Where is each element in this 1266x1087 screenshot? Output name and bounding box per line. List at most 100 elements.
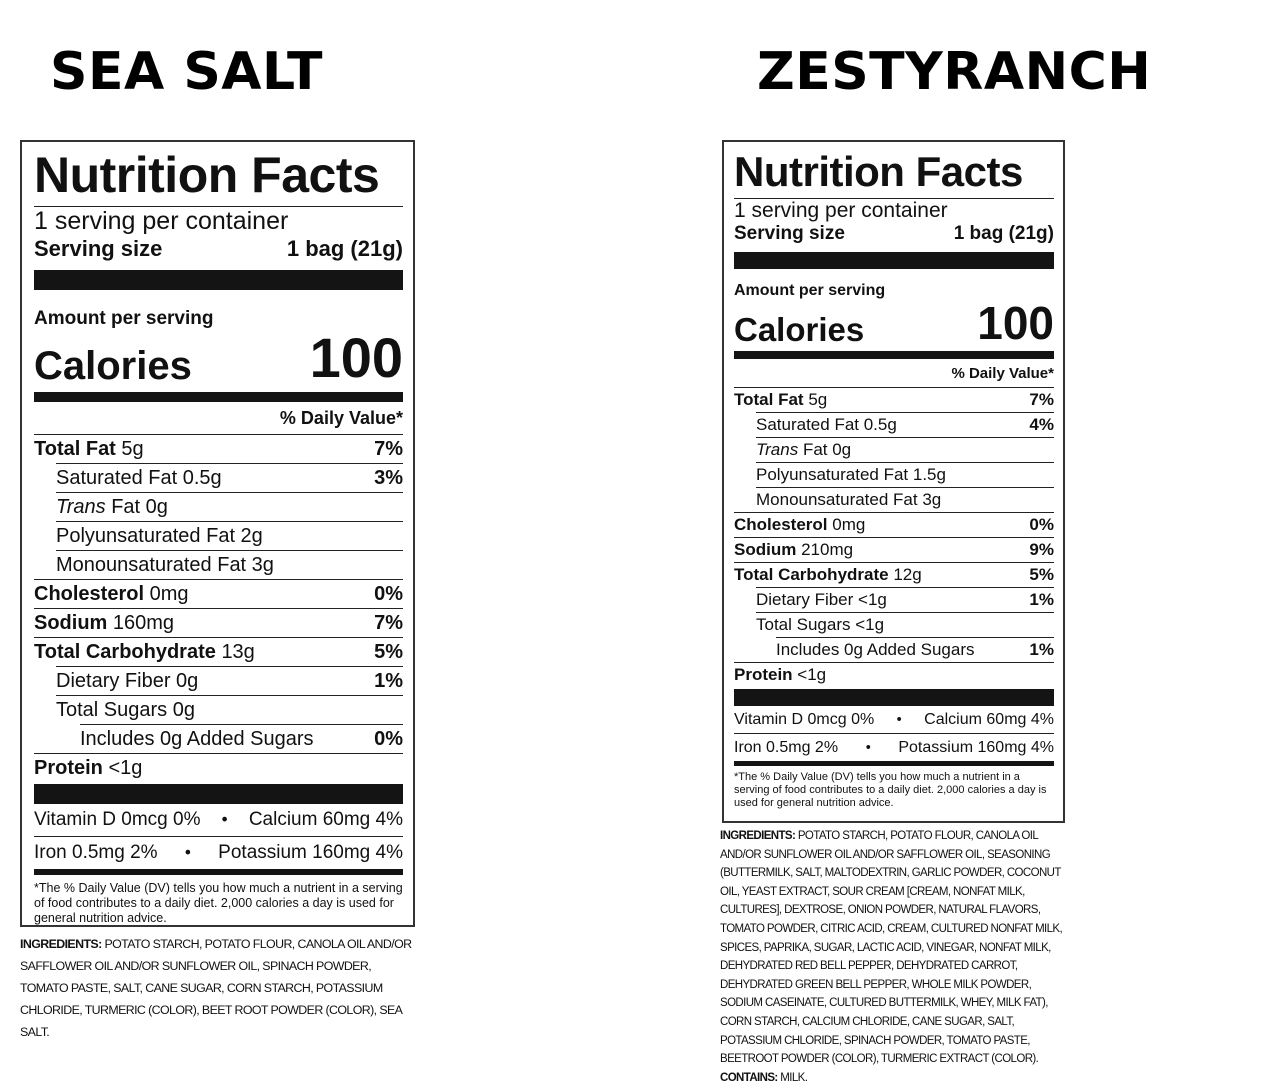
nutrient-name: Monounsaturated Fat 3g <box>756 490 942 509</box>
flavor-title-sea-salt: SEA SALT <box>50 42 324 102</box>
nutrient-row-monounsaturated-fat: Monounsaturated Fat 3g <box>734 488 1054 512</box>
serving-size-label: Serving size <box>34 236 163 261</box>
nutrient-name: Total Sugars 0g <box>56 698 195 721</box>
nutrient-amount: 5g <box>808 390 828 409</box>
nutrient-row-total-fat: Total Fat 5g 7% <box>34 435 403 463</box>
calories-row: Calories 100 <box>734 300 1054 346</box>
nutrient-name: Cholesterol <box>734 515 828 534</box>
nutrient-name: Total Carbohydrate <box>34 640 216 663</box>
nutrient-name: Dietary Fiber <1g <box>756 590 887 609</box>
nutrient-row-sodium: Sodium 160mg 7% <box>34 609 403 637</box>
amount-per-serving: Amount per serving <box>34 308 214 329</box>
daily-value-footnote: *The % Daily Value (DV) tells you how mu… <box>734 771 1047 809</box>
servings-per-container: 1 serving per container <box>734 199 948 222</box>
vitamin-row-1: Vitamin D 0mcg 0% • Calcium 60mg 4% <box>734 706 1054 733</box>
nutrient-name: Sodium <box>34 611 108 634</box>
ingredients-text: POTATO STARCH, POTATO FLOUR, CANOLA OIL … <box>20 937 412 1039</box>
divider-medium <box>34 869 403 875</box>
nutrient-row-dietary-fiber: Dietary Fiber <1g 1% <box>734 588 1054 612</box>
nutrient-dv: 5% <box>1029 565 1054 584</box>
nutrient-row-trans-fat: Trans Fat 0g <box>734 438 1054 462</box>
nutrient-row-cholesterol: Cholesterol 0mg 0% <box>734 513 1054 537</box>
nutrient-name: Polyunsaturated Fat 1.5g <box>756 465 946 484</box>
ingredients-text: POTATO STARCH, POTATO FLOUR, CANOLA OIL … <box>720 830 1063 1066</box>
nutrient-row-added-sugars: Includes 0g Added Sugars 1% <box>734 638 1054 662</box>
servings-per-container: 1 serving per container <box>34 207 289 235</box>
nutrient-dv: 7% <box>1029 390 1054 409</box>
nutrient-row-monounsaturated-fat: Monounsaturated Fat 3g <box>34 551 403 579</box>
vitamin-row-2: Iron 0.5mg 2% • Potassium 160mg 4% <box>734 734 1054 761</box>
nutrient-row-saturated-fat: Saturated Fat 0.5g 3% <box>34 464 403 492</box>
nutrient-dv: 1% <box>1029 640 1054 659</box>
nutrient-dv: 3% <box>374 466 403 489</box>
nutrient-amount: 13g <box>221 640 255 663</box>
iron: Iron 0.5mg 2% <box>34 842 158 863</box>
bullet-dot: • <box>184 843 191 862</box>
divider-medium <box>734 351 1054 359</box>
nutrient-name: Trans <box>56 495 106 518</box>
nutrient-name: Cholesterol <box>34 582 145 605</box>
nutrient-row-total-sugars: Total Sugars <1g <box>734 613 1054 637</box>
nutrient-amount: <1g <box>797 665 827 684</box>
nutrition-facts-title: Nutrition Facts <box>34 147 380 203</box>
nutrient-dv: 9% <box>1029 540 1054 559</box>
calcium: Calcium 60mg 4% <box>924 710 1054 728</box>
divider-thick <box>34 270 403 290</box>
vitamin-row-1: Vitamin D 0mcg 0% • Calcium 60mg 4% <box>34 804 403 836</box>
nutrient-name: Sodium <box>734 540 797 559</box>
nutrient-amount: 0mg <box>149 582 189 605</box>
nutrient-name: Total Carbohydrate <box>734 565 889 584</box>
nutrient-amount: 5g <box>121 437 144 460</box>
calcium: Calcium 60mg 4% <box>248 809 403 830</box>
bullet-dot: • <box>221 810 228 829</box>
nutrient-row-total-fat: Total Fat 5g 7% <box>734 388 1054 412</box>
daily-value-footnote: *The % Daily Value (DV) tells you how mu… <box>34 881 403 925</box>
nutrient-dv: 0% <box>1029 515 1054 534</box>
nutrient-row-cholesterol: Cholesterol 0mg 0% <box>34 580 403 608</box>
daily-value-header-text: % Daily Value* <box>279 407 403 428</box>
nutrient-name: Total Fat <box>734 390 804 409</box>
bullet-dot: • <box>865 739 871 756</box>
potassium: Potassium 160mg 4% <box>218 842 403 863</box>
vitamin-d: Vitamin D 0mcg 0% <box>734 710 875 728</box>
calories-row: Calories 100 <box>34 326 403 389</box>
nutrient-amount: Fat 0g <box>802 440 852 459</box>
nutrient-name: Protein <box>734 665 793 684</box>
serving-size-label: Serving size <box>734 223 845 244</box>
nutrient-amount: 160mg <box>112 611 175 634</box>
nutrient-row-polyunsaturated-fat: Polyunsaturated Fat 2g <box>34 522 403 550</box>
calories-label: Calories <box>34 344 192 388</box>
nutrient-amount: 0mg <box>832 515 866 534</box>
nutrient-amount: 210mg <box>801 540 854 559</box>
nutrient-name: Saturated Fat 0.5g <box>756 415 897 434</box>
nutrient-dv: 0% <box>374 582 403 605</box>
ingredients-label: INGREDIENTS: <box>720 830 796 842</box>
serving-size-value: 1 bag (21g) <box>286 236 403 261</box>
nutrient-name: Total Sugars <1g <box>756 615 885 634</box>
bullet-dot: • <box>896 711 902 728</box>
divider-thick <box>34 784 403 804</box>
nutrient-row-sodium: Sodium 210mg 9% <box>734 538 1054 562</box>
iron: Iron 0.5mg 2% <box>734 738 839 756</box>
nutrient-row-protein: Protein <1g <box>34 754 403 782</box>
flavor-title-zesty-ranch: ZESTYRANCH <box>757 42 1152 102</box>
serving-size-row: Serving size 1 bag (21g) <box>34 236 403 262</box>
nutrient-dv: 4% <box>1029 415 1054 434</box>
nutrient-name: Total Fat <box>34 437 116 460</box>
nutrient-amount: 12g <box>893 565 922 584</box>
divider-medium <box>734 761 1054 766</box>
nutrient-row-dietary-fiber: Dietary Fiber 0g 1% <box>34 667 403 695</box>
nutrition-label-zesty-ranch: Nutrition Facts 1 serving per container … <box>722 140 1065 823</box>
nutrient-amount: Fat 0g <box>111 495 168 518</box>
nutrient-amount: <1g <box>108 756 143 779</box>
amount-per-serving: Amount per serving <box>734 282 886 299</box>
calories-value: 100 <box>309 326 403 389</box>
nutrient-name: Trans <box>756 440 799 459</box>
calories-label: Calories <box>734 311 865 348</box>
nutrient-row-total-carbohydrate: Total Carbohydrate 13g 5% <box>34 638 403 666</box>
daily-value-header-text: % Daily Value* <box>951 364 1054 382</box>
nutrient-dv: 7% <box>374 611 403 634</box>
nutrient-name: Dietary Fiber 0g <box>56 669 199 692</box>
vitamin-d: Vitamin D 0mcg 0% <box>34 809 201 830</box>
potassium: Potassium 160mg 4% <box>898 738 1054 756</box>
